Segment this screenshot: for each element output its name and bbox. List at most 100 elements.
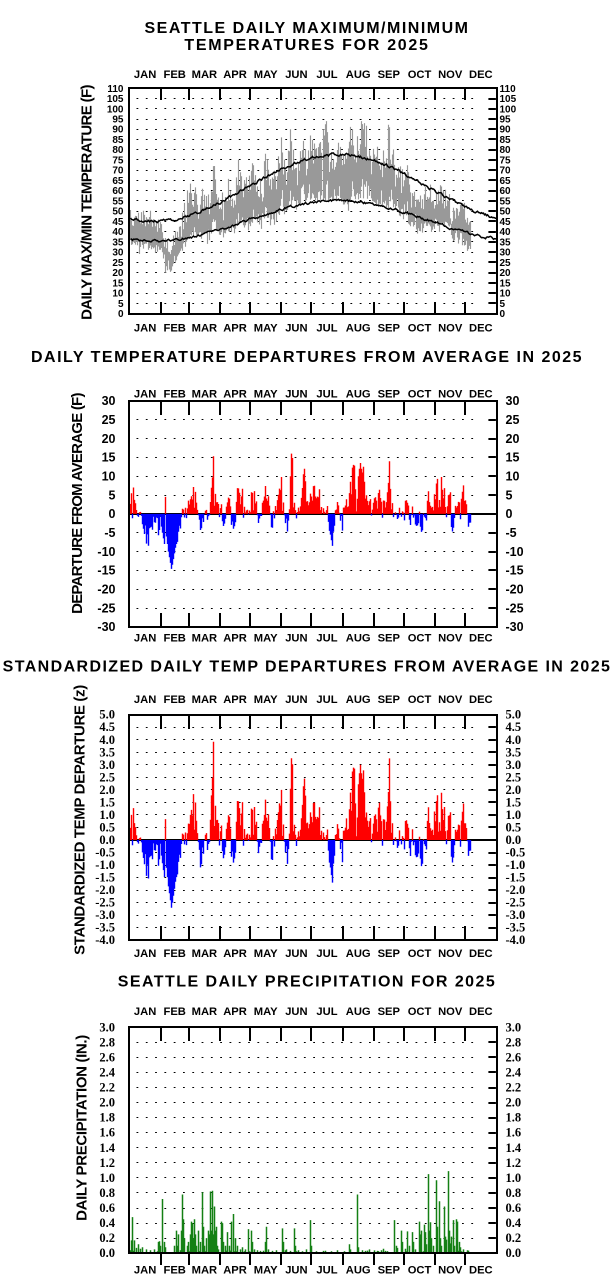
svg-text:OCT: OCT bbox=[408, 69, 432, 81]
svg-text:2.4: 2.4 bbox=[506, 1066, 522, 1080]
svg-text:75: 75 bbox=[500, 156, 512, 167]
svg-text:DEC: DEC bbox=[469, 633, 493, 645]
svg-text:15: 15 bbox=[112, 278, 124, 289]
svg-text:FEB: FEB bbox=[164, 388, 186, 400]
svg-text:JUN: JUN bbox=[285, 323, 307, 335]
svg-text:JUN: JUN bbox=[285, 694, 307, 706]
svg-text:0.4: 0.4 bbox=[506, 1216, 522, 1230]
svg-text:APR: APR bbox=[223, 323, 247, 335]
svg-text:0.0: 0.0 bbox=[99, 833, 115, 847]
svg-text:NOV: NOV bbox=[438, 948, 463, 960]
svg-text:2.5: 2.5 bbox=[99, 770, 115, 784]
svg-text:2.2: 2.2 bbox=[99, 1081, 115, 1095]
svg-text:AUG: AUG bbox=[346, 1006, 371, 1018]
svg-text:2.6: 2.6 bbox=[506, 1050, 522, 1064]
svg-text:0.5: 0.5 bbox=[99, 821, 115, 835]
svg-text:NOV: NOV bbox=[438, 1264, 463, 1276]
svg-text:10: 10 bbox=[506, 469, 520, 483]
svg-text:15: 15 bbox=[102, 451, 116, 465]
svg-text:25: 25 bbox=[506, 413, 520, 427]
svg-text:AUG: AUG bbox=[346, 388, 371, 400]
svg-text:-30: -30 bbox=[506, 620, 524, 634]
svg-text:-1.0: -1.0 bbox=[95, 858, 115, 872]
svg-text:-25: -25 bbox=[506, 601, 524, 615]
svg-text:DEC: DEC bbox=[469, 69, 493, 81]
svg-text:1.6: 1.6 bbox=[99, 1126, 115, 1140]
svg-text:SEP: SEP bbox=[378, 388, 401, 400]
svg-text:0.2: 0.2 bbox=[99, 1231, 115, 1245]
svg-text:80: 80 bbox=[500, 145, 512, 156]
svg-text:SEP: SEP bbox=[378, 1264, 401, 1276]
svg-text:3.0: 3.0 bbox=[99, 758, 115, 772]
svg-text:JUN: JUN bbox=[285, 388, 307, 400]
svg-text:JUL: JUL bbox=[316, 633, 337, 645]
svg-text:5: 5 bbox=[109, 488, 116, 502]
svg-text:90: 90 bbox=[112, 125, 124, 136]
svg-text:0.5: 0.5 bbox=[506, 821, 522, 835]
svg-text:20: 20 bbox=[500, 268, 512, 279]
svg-text:-3.5: -3.5 bbox=[506, 921, 526, 935]
svg-text:AUG: AUG bbox=[346, 633, 371, 645]
svg-text:2.2: 2.2 bbox=[506, 1081, 522, 1095]
svg-text:60: 60 bbox=[500, 186, 512, 197]
svg-text:-5: -5 bbox=[506, 526, 517, 540]
svg-text:1.0: 1.0 bbox=[99, 808, 115, 822]
svg-text:55: 55 bbox=[112, 196, 124, 207]
svg-text:0: 0 bbox=[109, 507, 116, 521]
svg-text:FEB: FEB bbox=[164, 323, 186, 335]
svg-text:SEP: SEP bbox=[378, 633, 401, 645]
svg-text:50: 50 bbox=[112, 207, 124, 218]
svg-text:JAN: JAN bbox=[134, 69, 156, 81]
svg-text:30: 30 bbox=[102, 394, 116, 408]
svg-text:-10: -10 bbox=[506, 545, 524, 559]
svg-text:NOV: NOV bbox=[438, 1006, 463, 1018]
svg-text:-2.5: -2.5 bbox=[95, 896, 115, 910]
svg-text:5.0: 5.0 bbox=[99, 708, 115, 722]
svg-text:75: 75 bbox=[112, 156, 124, 167]
svg-text:15: 15 bbox=[506, 451, 520, 465]
svg-text:OCT: OCT bbox=[408, 1006, 432, 1018]
svg-text:NOV: NOV bbox=[438, 69, 463, 81]
svg-text:110: 110 bbox=[107, 84, 124, 95]
svg-text:55: 55 bbox=[500, 196, 512, 207]
svg-text:1.4: 1.4 bbox=[99, 1141, 115, 1155]
svg-text:4.5: 4.5 bbox=[506, 720, 522, 734]
svg-text:-2.0: -2.0 bbox=[95, 883, 115, 897]
svg-text:SEP: SEP bbox=[378, 1006, 401, 1018]
svg-text:SEATTLE DAILY MAXIMUM/MINIMUM: SEATTLE DAILY MAXIMUM/MINIMUM bbox=[145, 20, 470, 37]
svg-text:NOV: NOV bbox=[438, 694, 463, 706]
svg-text:APR: APR bbox=[223, 633, 247, 645]
svg-text:JUN: JUN bbox=[285, 948, 307, 960]
svg-text:70: 70 bbox=[500, 166, 512, 177]
svg-text:FEB: FEB bbox=[164, 948, 186, 960]
svg-text:OCT: OCT bbox=[408, 948, 432, 960]
svg-text:AUG: AUG bbox=[346, 1264, 371, 1276]
svg-text:DEC: DEC bbox=[469, 1006, 493, 1018]
svg-text:1.8: 1.8 bbox=[99, 1111, 115, 1125]
svg-text:SEP: SEP bbox=[378, 948, 401, 960]
svg-text:-20: -20 bbox=[506, 582, 524, 596]
svg-text:APR: APR bbox=[223, 1006, 247, 1018]
svg-text:MAY: MAY bbox=[254, 69, 278, 81]
svg-text:AUG: AUG bbox=[346, 948, 371, 960]
svg-text:FEB: FEB bbox=[164, 1006, 186, 1018]
svg-text:2.0: 2.0 bbox=[506, 783, 522, 797]
svg-text:JUN: JUN bbox=[285, 1006, 307, 1018]
svg-text:STANDARDIZED DAILY TEMP DEPART: STANDARDIZED DAILY TEMP DEPARTURES FROM … bbox=[3, 659, 612, 676]
svg-text:APR: APR bbox=[223, 948, 247, 960]
svg-text:5: 5 bbox=[500, 299, 506, 310]
svg-text:-10: -10 bbox=[97, 545, 115, 559]
svg-text:SEP: SEP bbox=[378, 323, 401, 335]
svg-text:70: 70 bbox=[112, 166, 124, 177]
svg-text:35: 35 bbox=[500, 237, 512, 248]
svg-text:0.0: 0.0 bbox=[99, 1246, 115, 1260]
svg-text:MAR: MAR bbox=[192, 388, 217, 400]
svg-text:-3.0: -3.0 bbox=[95, 908, 115, 922]
svg-text:20: 20 bbox=[102, 432, 116, 446]
svg-text:30: 30 bbox=[506, 394, 520, 408]
svg-text:MAY: MAY bbox=[254, 1264, 278, 1276]
svg-text:2.4: 2.4 bbox=[99, 1066, 115, 1080]
svg-text:AUG: AUG bbox=[346, 69, 371, 81]
svg-text:35: 35 bbox=[112, 237, 124, 248]
svg-text:30: 30 bbox=[500, 248, 512, 259]
